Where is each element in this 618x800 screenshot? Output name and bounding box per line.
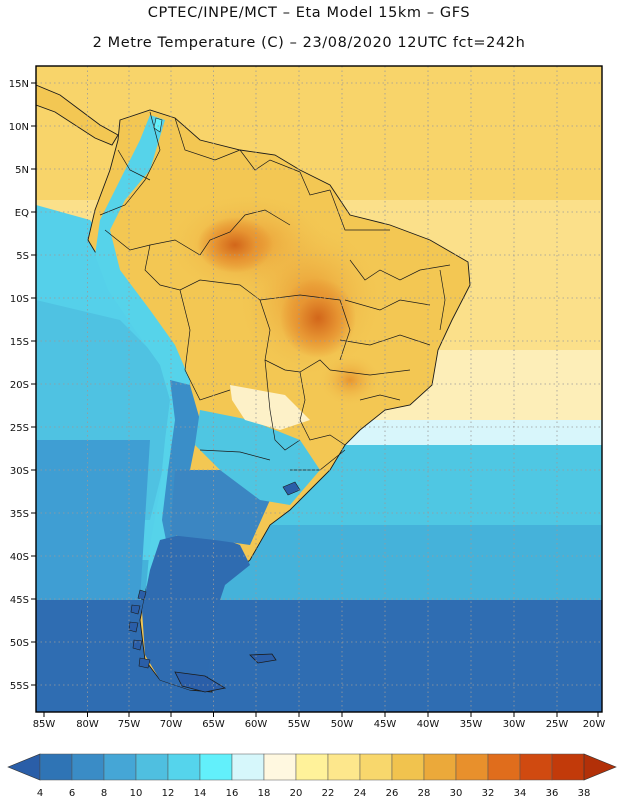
lat-label: 10N — [9, 122, 29, 133]
colorbar-arrow-low — [7, 753, 41, 781]
lon-label: 60W — [245, 719, 268, 730]
lat-label: 30S — [10, 466, 29, 477]
lat-label: 5N — [15, 165, 29, 176]
lon-label: 20W — [583, 719, 606, 730]
lat-label: 15N — [9, 79, 29, 90]
colorbar-label: 22 — [322, 788, 335, 799]
colorbar-labels: 4 6 8 10 12 14 16 18 20 22 24 26 28 30 32 34 36 38 — [37, 788, 591, 799]
map-title-line-2: 2 Metre Temperature (C) – 23/08/2020 12U… — [92, 35, 526, 51]
colorbar-label: 6 — [69, 788, 75, 799]
lat-label: 5S — [16, 251, 29, 262]
colorbar-label: 26 — [386, 788, 399, 799]
colorbar-cell — [423, 753, 457, 781]
amazon-heat-core — [197, 217, 273, 273]
patagonia-cold-region — [142, 530, 250, 690]
colorbar-label: 18 — [258, 788, 271, 799]
cold-ocean-band — [36, 600, 602, 712]
lon-label: 55W — [288, 719, 311, 730]
lat-label: 40S — [10, 552, 29, 563]
colorbar-cell — [295, 753, 329, 781]
lat-label: 45S — [10, 595, 29, 606]
lon-label: 30W — [503, 719, 526, 730]
colorbar-cell — [551, 753, 585, 781]
colorbar-cell — [359, 753, 393, 781]
colorbar-cell — [391, 753, 425, 781]
longitude-labels: 85W 80W 75W 70W 65W 60W 55W 50W 45W 40W … — [33, 719, 606, 730]
lon-label: 45W — [374, 719, 397, 730]
colorbar-label: 24 — [354, 788, 367, 799]
colorbar-label: 14 — [194, 788, 207, 799]
colorbar-cell — [39, 753, 73, 781]
colorbar-label: 8 — [101, 788, 107, 799]
lat-label: 35S — [10, 509, 29, 520]
colorbar-label: 34 — [514, 788, 527, 799]
colorbar-cell — [263, 753, 297, 781]
lat-label: 55S — [10, 681, 29, 692]
colorbar-cell — [487, 753, 521, 781]
colorbar-label: 12 — [162, 788, 175, 799]
colorbar-cell — [519, 753, 553, 781]
country-borders — [99, 111, 451, 471]
lon-label: 50W — [331, 719, 354, 730]
colorbar-label: 4 — [37, 788, 43, 799]
colorbar-cell — [135, 753, 169, 781]
map-frame — [35, 65, 603, 713]
tierra-del-fuego — [174, 671, 227, 693]
axis-ticks — [31, 82, 599, 717]
colorbar-cell — [103, 753, 137, 781]
colorbar-cell — [231, 753, 265, 781]
colorbar-label: 20 — [290, 788, 303, 799]
colorbar-label: 36 — [546, 788, 559, 799]
colorbar-cell — [71, 753, 105, 781]
colorbar-cell — [455, 753, 489, 781]
lat-label: 15S — [10, 337, 29, 348]
colorbar-label: 38 — [578, 788, 591, 799]
map-area — [36, 66, 602, 712]
colorbar-label: 10 — [130, 788, 143, 799]
map-title-line-1: CPTEC/INPE/MCT – Eta Model 15km – GFS — [147, 5, 471, 21]
colorbar-label: 16 — [226, 788, 239, 799]
lon-label: 65W — [202, 719, 225, 730]
latitude-labels: 15N 10N 5N EQ 5S 10S 15S 20S 25S 30S 35S… — [9, 79, 29, 692]
lon-label: 85W — [33, 719, 56, 730]
lon-label: 25W — [546, 719, 569, 730]
colorbar-cell — [199, 753, 233, 781]
lon-label: 80W — [76, 719, 99, 730]
lon-label: 40W — [417, 719, 440, 730]
colorbar-label: 32 — [482, 788, 495, 799]
central-america-land — [36, 84, 119, 146]
colorbar-cell — [167, 753, 201, 781]
lon-label: 75W — [118, 719, 141, 730]
cerrado-heat-core — [280, 278, 356, 358]
colorbar-label: 30 — [450, 788, 463, 799]
colorbar-arrow-high — [583, 753, 617, 781]
falkland-islands — [249, 653, 277, 664]
colorbar-cell — [327, 753, 361, 781]
lat-label: 50S — [10, 638, 29, 649]
temperature-colorbar — [7, 753, 617, 781]
lon-label: 35W — [460, 719, 483, 730]
colorbar-label: 28 — [418, 788, 431, 799]
lat-label: 20S — [10, 380, 29, 391]
lat-label: 10S — [10, 294, 29, 305]
lat-label: EQ — [15, 208, 29, 219]
lon-label: 70W — [160, 719, 183, 730]
lat-label: 25S — [10, 423, 29, 434]
